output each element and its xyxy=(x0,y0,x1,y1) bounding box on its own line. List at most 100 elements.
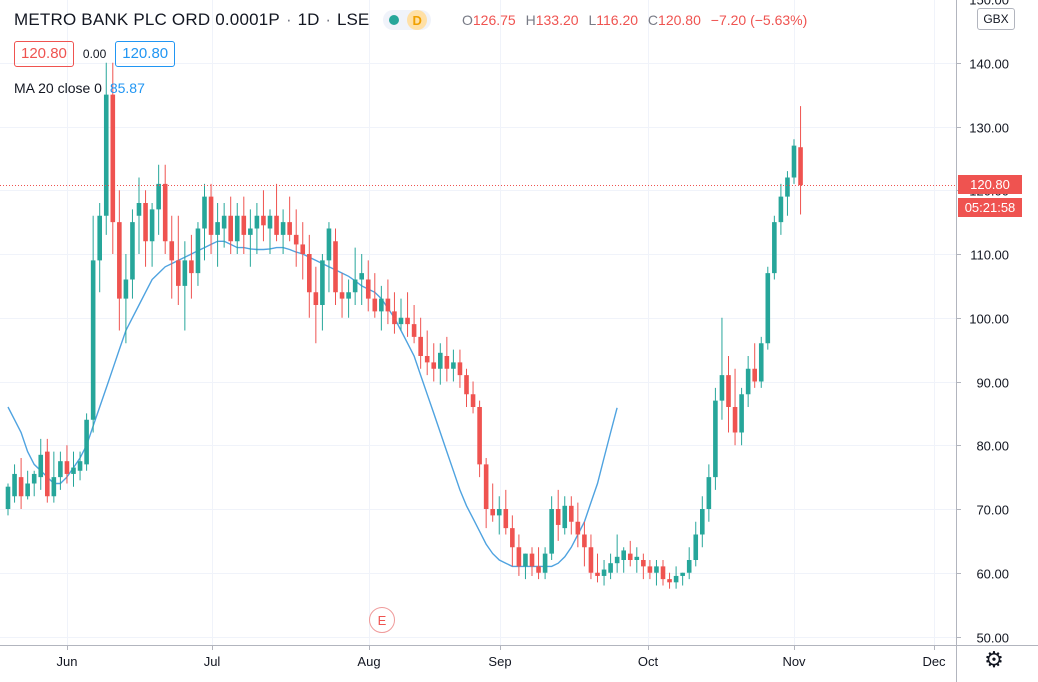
candle-up xyxy=(706,464,712,522)
candle-down xyxy=(732,368,738,446)
candle-up xyxy=(195,222,201,286)
candle-down xyxy=(529,547,535,576)
candle-body xyxy=(667,579,672,583)
candle-down xyxy=(176,215,181,305)
candle-down xyxy=(490,483,495,522)
separator: · xyxy=(285,10,292,29)
candle-body xyxy=(234,215,240,242)
candle-body xyxy=(228,215,233,242)
price-tick-label: 110.00 xyxy=(970,248,1009,263)
candle-down xyxy=(392,292,397,334)
time-axis[interactable]: Jun Jul Aug Sep Oct Nov Dec xyxy=(57,645,947,669)
indicator-legend[interactable]: MA 20 close 0 85.87 xyxy=(14,80,145,96)
candle-body xyxy=(287,222,292,235)
close-value: 120.80 xyxy=(658,12,701,28)
candle-up xyxy=(562,496,568,535)
candle-body xyxy=(680,572,685,576)
candle-body xyxy=(117,222,122,299)
candle-body xyxy=(752,368,757,382)
ohlc-values: O126.75 H133.20 L116.20 C120.80 −7.20 (−… xyxy=(462,12,813,28)
candle-body xyxy=(621,550,626,560)
candle-body xyxy=(379,298,384,312)
delayed-data-badge[interactable]: D xyxy=(407,10,428,30)
candle-down xyxy=(444,336,450,382)
candle-body xyxy=(765,273,771,344)
candle-down xyxy=(470,381,476,414)
candle-up xyxy=(772,215,777,280)
candle-up xyxy=(58,451,63,490)
candle-down xyxy=(575,502,581,548)
candle-up xyxy=(496,496,502,535)
candle-body xyxy=(411,324,417,337)
candle-up xyxy=(693,521,699,567)
candle-up xyxy=(542,547,548,580)
candle-body xyxy=(130,222,135,280)
candle-body xyxy=(339,292,345,299)
candle-body xyxy=(202,196,207,229)
gear-icon[interactable]: ⚙ xyxy=(984,647,1004,672)
price-tick-label: 100.00 xyxy=(969,312,1009,327)
candle-up xyxy=(614,534,620,573)
candle-body xyxy=(569,505,574,522)
candle-down xyxy=(208,183,214,254)
candle-body xyxy=(510,528,515,548)
candle-down xyxy=(293,209,299,267)
candle-body xyxy=(523,553,528,567)
candle-body xyxy=(365,279,371,299)
interval-label[interactable]: 1D xyxy=(297,10,320,29)
candle-body xyxy=(110,94,116,223)
candle-body xyxy=(791,145,797,178)
candle-down xyxy=(726,356,731,433)
candle-up xyxy=(130,209,135,299)
earnings-marker[interactable]: E xyxy=(369,607,395,633)
candle-body xyxy=(352,279,358,293)
candle-body xyxy=(785,177,790,197)
candle-down xyxy=(274,183,279,242)
candle-up xyxy=(267,209,273,254)
candle-up xyxy=(123,254,129,344)
candle-body xyxy=(221,215,227,229)
candle-up xyxy=(77,451,83,481)
last-price-label: 120.80 xyxy=(958,175,1022,194)
candle-up xyxy=(31,470,37,497)
high-value: 133.20 xyxy=(535,12,579,28)
candle-down xyxy=(228,196,233,254)
candle-up xyxy=(90,215,96,433)
candle-up xyxy=(765,266,771,350)
buy-button[interactable]: 120.80 xyxy=(115,41,176,67)
candle-body xyxy=(496,509,502,516)
candle-body xyxy=(208,196,214,235)
candle-body xyxy=(313,292,319,305)
candle-up xyxy=(38,438,44,490)
candle-body xyxy=(444,356,450,369)
candle-body xyxy=(542,553,548,573)
candle-up xyxy=(202,183,207,261)
candle-up xyxy=(103,62,109,235)
candle-body xyxy=(706,477,712,509)
price-axis[interactable]: 150.00140.00130.00120.00110.00100.0090.0… xyxy=(956,0,1009,646)
candle-body xyxy=(254,215,260,229)
symbol-header[interactable]: METRO BANK PLC ORD 0.0001P · 1D · LSE D xyxy=(14,8,432,32)
candle-down xyxy=(372,273,378,318)
candle-up xyxy=(352,247,358,305)
candle-body xyxy=(673,575,679,583)
candle-body xyxy=(588,547,594,573)
candle-up xyxy=(136,177,142,254)
candle-body xyxy=(418,336,423,356)
status-badges[interactable]: D xyxy=(383,10,432,30)
candle-down xyxy=(503,489,509,535)
indicator-label[interactable]: MA 20 close 0 xyxy=(14,80,102,96)
candle-up xyxy=(438,343,443,385)
sell-button[interactable]: 120.80 xyxy=(14,41,74,67)
candle-up xyxy=(346,279,351,318)
close-label: C xyxy=(647,12,659,28)
candle-body xyxy=(562,505,568,529)
symbol-name[interactable]: METRO BANK PLC ORD 0.0001P xyxy=(14,10,280,29)
candle-up xyxy=(280,209,286,254)
candle-down xyxy=(365,260,371,312)
candle-body xyxy=(451,362,456,369)
candle-body xyxy=(641,560,646,567)
candle-body xyxy=(582,534,587,548)
candle-down xyxy=(117,190,122,331)
